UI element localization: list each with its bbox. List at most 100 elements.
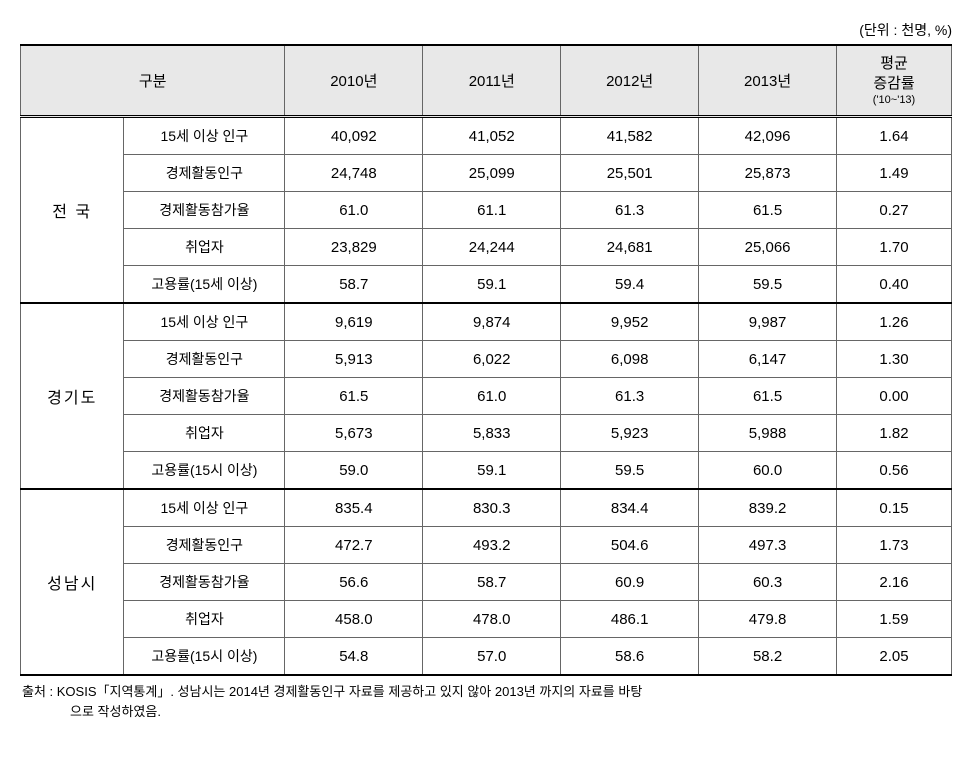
indicator-cell: 경제활동참가율 [124, 378, 285, 415]
value-cell: 25,501 [561, 155, 699, 192]
value-cell: 60.9 [561, 564, 699, 601]
value-cell: 59.4 [561, 266, 699, 304]
value-cell: 1.49 [837, 155, 952, 192]
value-cell: 2.16 [837, 564, 952, 601]
value-cell: 58.2 [699, 638, 837, 676]
value-cell: 5,673 [285, 415, 423, 452]
value-cell: 493.2 [423, 527, 561, 564]
value-cell: 5,923 [561, 415, 699, 452]
value-cell: 58.7 [285, 266, 423, 304]
indicator-cell: 15세 이상 인구 [124, 489, 285, 527]
region-cell: 성남시 [21, 489, 124, 675]
indicator-cell: 경제활동인구 [124, 155, 285, 192]
table-row: 고용률(15시 이상)54.857.058.658.22.05 [21, 638, 952, 676]
statistics-table: 구분 2010년 2011년 2012년 2013년 평균 증감률 ('10~'… [20, 44, 952, 676]
table-row: 고용률(15세 이상)58.759.159.459.50.40 [21, 266, 952, 304]
table-row: 경제활동인구472.7493.2504.6497.31.73 [21, 527, 952, 564]
value-cell: 504.6 [561, 527, 699, 564]
header-avg: 평균 증감률 ('10~'13) [837, 45, 952, 117]
header-2011: 2011년 [423, 45, 561, 117]
indicator-cell: 고용률(15시 이상) [124, 452, 285, 490]
value-cell: 61.5 [285, 378, 423, 415]
value-cell: 6,147 [699, 341, 837, 378]
indicator-cell: 고용률(15세 이상) [124, 266, 285, 304]
value-cell: 61.0 [285, 192, 423, 229]
table-row: 고용률(15시 이상)59.059.159.560.00.56 [21, 452, 952, 490]
value-cell: 59.0 [285, 452, 423, 490]
indicator-cell: 15세 이상 인구 [124, 117, 285, 155]
region-cell: 경기도 [21, 303, 124, 489]
value-cell: 9,987 [699, 303, 837, 341]
value-cell: 834.4 [561, 489, 699, 527]
value-cell: 40,092 [285, 117, 423, 155]
table-row: 경제활동인구5,9136,0226,0986,1471.30 [21, 341, 952, 378]
indicator-cell: 취업자 [124, 415, 285, 452]
value-cell: 24,244 [423, 229, 561, 266]
value-cell: 486.1 [561, 601, 699, 638]
table-row: 경제활동참가율56.658.760.960.32.16 [21, 564, 952, 601]
value-cell: 0.27 [837, 192, 952, 229]
region-cell: 전 국 [21, 117, 124, 304]
header-2013: 2013년 [699, 45, 837, 117]
table-row: 경제활동참가율61.061.161.361.50.27 [21, 192, 952, 229]
value-cell: 61.0 [423, 378, 561, 415]
value-cell: 0.00 [837, 378, 952, 415]
value-cell: 478.0 [423, 601, 561, 638]
value-cell: 9,952 [561, 303, 699, 341]
indicator-cell: 경제활동인구 [124, 527, 285, 564]
value-cell: 6,098 [561, 341, 699, 378]
value-cell: 458.0 [285, 601, 423, 638]
value-cell: 0.40 [837, 266, 952, 304]
table-row: 경제활동인구24,74825,09925,50125,8731.49 [21, 155, 952, 192]
footnote-line1: 출처 : KOSIS「지역통계」. 성남시는 2014년 경제활동인구 자료를 … [22, 682, 952, 702]
value-cell: 1.64 [837, 117, 952, 155]
value-cell: 497.3 [699, 527, 837, 564]
value-cell: 57.0 [423, 638, 561, 676]
table-row: 취업자23,82924,24424,68125,0661.70 [21, 229, 952, 266]
value-cell: 25,066 [699, 229, 837, 266]
indicator-cell: 취업자 [124, 229, 285, 266]
value-cell: 60.0 [699, 452, 837, 490]
value-cell: 54.8 [285, 638, 423, 676]
value-cell: 1.70 [837, 229, 952, 266]
value-cell: 61.5 [699, 378, 837, 415]
value-cell: 0.15 [837, 489, 952, 527]
value-cell: 41,582 [561, 117, 699, 155]
value-cell: 61.1 [423, 192, 561, 229]
value-cell: 61.3 [561, 192, 699, 229]
value-cell: 42,096 [699, 117, 837, 155]
header-avg-sub: ('10~'13) [843, 93, 945, 107]
value-cell: 1.26 [837, 303, 952, 341]
footnote-line2: 으로 작성하였음. [22, 702, 952, 722]
value-cell: 5,988 [699, 415, 837, 452]
value-cell: 839.2 [699, 489, 837, 527]
value-cell: 23,829 [285, 229, 423, 266]
value-cell: 1.73 [837, 527, 952, 564]
value-cell: 1.82 [837, 415, 952, 452]
value-cell: 59.1 [423, 452, 561, 490]
indicator-cell: 경제활동참가율 [124, 564, 285, 601]
value-cell: 25,099 [423, 155, 561, 192]
value-cell: 59.1 [423, 266, 561, 304]
table-row: 경제활동참가율61.561.061.361.50.00 [21, 378, 952, 415]
value-cell: 41,052 [423, 117, 561, 155]
footnote: 출처 : KOSIS「지역통계」. 성남시는 2014년 경제활동인구 자료를 … [20, 682, 952, 721]
unit-label: (단위 : 천명, %) [20, 20, 952, 40]
header-category: 구분 [21, 45, 285, 117]
value-cell: 24,748 [285, 155, 423, 192]
indicator-cell: 고용률(15시 이상) [124, 638, 285, 676]
value-cell: 59.5 [561, 452, 699, 490]
table-header-row: 구분 2010년 2011년 2012년 2013년 평균 증감률 ('10~'… [21, 45, 952, 117]
value-cell: 6,022 [423, 341, 561, 378]
value-cell: 9,619 [285, 303, 423, 341]
value-cell: 25,873 [699, 155, 837, 192]
value-cell: 61.3 [561, 378, 699, 415]
header-avg-line2: 증감률 [873, 75, 914, 92]
table-row: 경기도15세 이상 인구9,6199,8749,9529,9871.26 [21, 303, 952, 341]
value-cell: 56.6 [285, 564, 423, 601]
value-cell: 5,833 [423, 415, 561, 452]
table-row: 취업자5,6735,8335,9235,9881.82 [21, 415, 952, 452]
value-cell: 472.7 [285, 527, 423, 564]
header-2010: 2010년 [285, 45, 423, 117]
value-cell: 1.59 [837, 601, 952, 638]
